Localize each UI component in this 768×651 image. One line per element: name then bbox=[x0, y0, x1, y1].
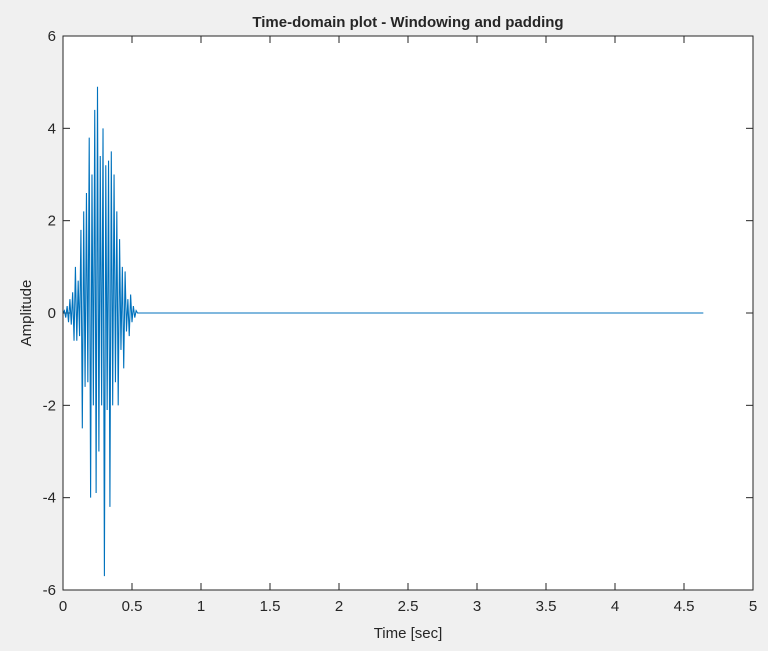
y-tick-label: 0 bbox=[48, 305, 56, 322]
y-axis-label: Amplitude bbox=[18, 280, 35, 347]
x-tick-label: 4.5 bbox=[674, 598, 695, 615]
y-tick-label: 4 bbox=[48, 120, 56, 137]
axis-ticks: 0 0.5 1 1.5 2 2.5 3 3.5 4 4.5 5 -6 -4 -2 0 2 4 6 bbox=[43, 28, 758, 615]
x-tick-label: 2.5 bbox=[398, 598, 419, 615]
x-tick-label: 5 bbox=[749, 598, 757, 615]
x-tick-label: 1 bbox=[197, 598, 205, 615]
x-tick-label: 0 bbox=[59, 598, 67, 615]
y-tick-label: -2 bbox=[43, 397, 56, 414]
x-tick-label: 1.5 bbox=[260, 598, 281, 615]
x-tick-label: 0.5 bbox=[122, 598, 143, 615]
x-tick-label: 2 bbox=[335, 598, 343, 615]
chart-title: Time-domain plot - Windowing and padding bbox=[252, 14, 563, 31]
x-axis-label: Time [sec] bbox=[374, 625, 443, 642]
y-tick-label: -6 bbox=[43, 582, 56, 599]
y-tick-label: -4 bbox=[43, 490, 56, 507]
plot-area bbox=[62, 86, 704, 577]
axes-box bbox=[62, 35, 754, 591]
x-tick-label: 3.5 bbox=[536, 598, 557, 615]
signal-line bbox=[62, 86, 704, 577]
x-tick-label: 3 bbox=[473, 598, 481, 615]
y-tick-label: 2 bbox=[48, 213, 56, 230]
y-tick-label: 6 bbox=[48, 28, 56, 45]
x-tick-label: 4 bbox=[611, 598, 619, 615]
